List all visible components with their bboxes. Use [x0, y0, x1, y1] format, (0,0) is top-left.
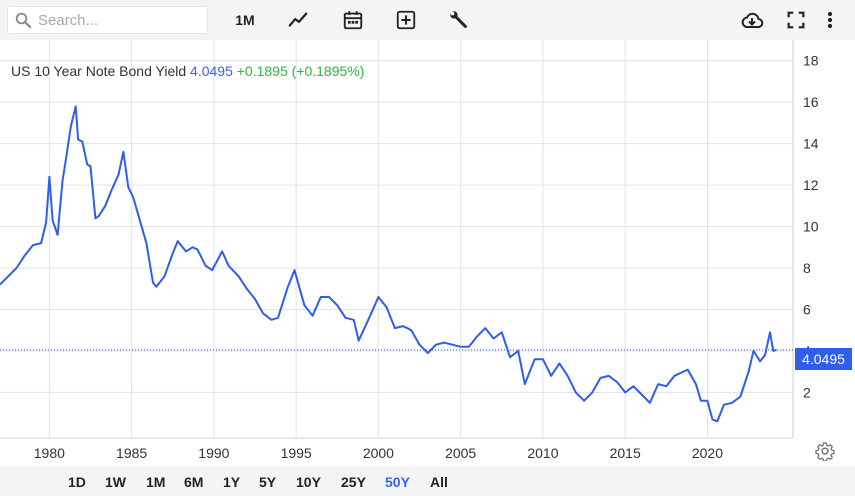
settings-tools-button[interactable]	[446, 6, 472, 34]
x-tick-label: 2020	[692, 445, 723, 461]
range-button-25y[interactable]: 25Y	[341, 474, 366, 490]
wrench-icon	[450, 11, 467, 28]
search-box[interactable]	[7, 6, 208, 34]
range-button-10y[interactable]: 10Y	[296, 474, 321, 490]
cloud-download-icon	[741, 12, 764, 28]
x-tick-label: 1985	[116, 445, 147, 461]
x-tick-label: 2015	[610, 445, 641, 461]
add-indicator-button[interactable]	[393, 6, 419, 34]
fullscreen-button[interactable]	[783, 6, 809, 34]
x-tick-label: 2010	[527, 445, 558, 461]
date-range-button[interactable]	[340, 6, 366, 34]
x-tick-label: 2005	[445, 445, 476, 461]
download-button[interactable]	[738, 6, 766, 34]
range-button-6m[interactable]: 6M	[184, 474, 204, 490]
instrument-name: US 10 Year Note Bond Yield	[11, 63, 187, 79]
x-tick-label: 1995	[281, 445, 312, 461]
yield-series-line	[0, 105, 777, 423]
x-tick-label: 2000	[363, 445, 394, 461]
yield-change: +0.1895 (+0.1895%)	[236, 63, 365, 79]
chart-area[interactable]: 2468101214161819801985199019952000200520…	[0, 40, 855, 466]
chart-toolbar: 1M	[0, 0, 855, 40]
range-selector: 1D 1W 1M 6M 1Y 5Y 10Y 25Y 50Y All	[0, 466, 855, 496]
range-button-50y[interactable]: 50Y	[385, 474, 410, 490]
y-tick-label: 10	[803, 219, 819, 235]
more-options-button[interactable]	[820, 6, 840, 34]
search-icon	[15, 12, 32, 29]
y-tick-label: 6	[803, 301, 811, 317]
chart-header: US 10 Year Note Bond Yield 4.0495 +0.189…	[11, 63, 364, 79]
period-button[interactable]: 1M	[235, 12, 255, 28]
search-input[interactable]	[38, 11, 198, 29]
y-tick-label: 14	[803, 136, 819, 152]
line-chart-icon	[288, 12, 308, 27]
add-box-icon	[396, 10, 416, 30]
calendar-icon	[343, 11, 363, 30]
chart-type-button[interactable]	[285, 6, 311, 34]
y-tick-label: 18	[803, 53, 819, 69]
range-button-1y[interactable]: 1Y	[223, 474, 241, 490]
range-button-5y[interactable]: 5Y	[259, 474, 277, 490]
x-tick-label: 1980	[34, 445, 65, 461]
range-button-all[interactable]: All	[430, 474, 448, 490]
yield-line-chart[interactable]: 2468101214161819801985199019952000200520…	[0, 40, 855, 466]
more-vert-icon	[827, 11, 833, 29]
y-tick-label: 16	[803, 94, 819, 110]
y-tick-label: 12	[803, 177, 819, 193]
y-tick-label: 2	[803, 384, 811, 400]
range-button-1w[interactable]: 1W	[105, 474, 126, 490]
range-button-1m[interactable]: 1M	[146, 474, 166, 490]
y-tick-label: 8	[803, 260, 811, 276]
current-yield: 4.0495	[190, 63, 233, 79]
range-button-1d[interactable]: 1D	[68, 474, 86, 490]
gear-icon[interactable]	[815, 441, 835, 461]
fullscreen-icon	[787, 11, 805, 29]
x-tick-label: 1990	[198, 445, 229, 461]
last-price-tag: 4.0495	[795, 348, 852, 370]
